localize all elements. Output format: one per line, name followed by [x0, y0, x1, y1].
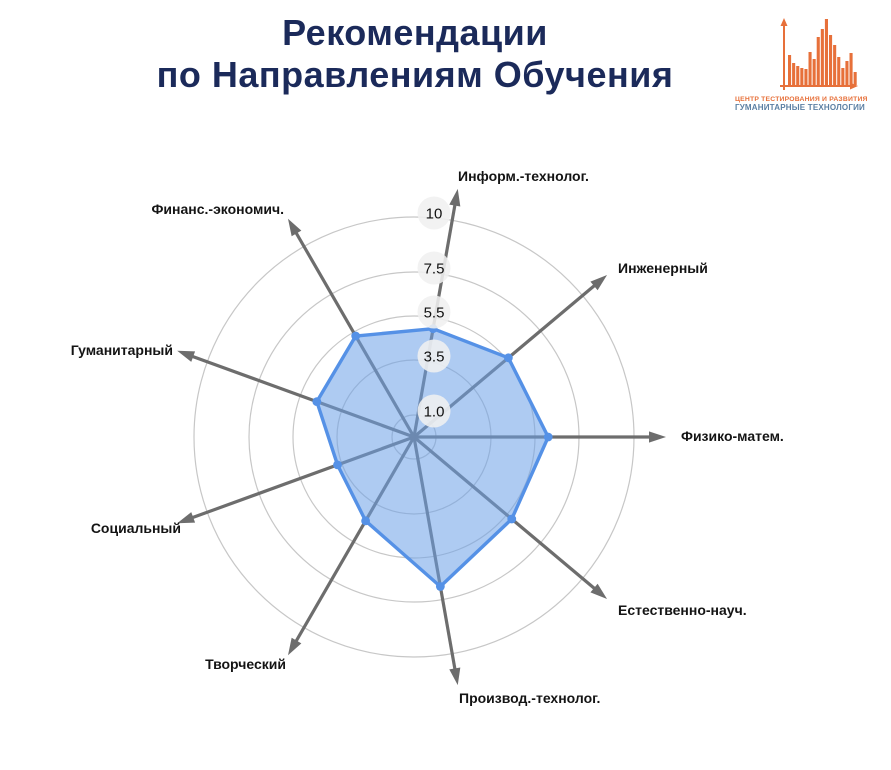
logo-text-line2: ГУМАНИТАРНЫЕ ТЕХНОЛОГИИ: [735, 103, 865, 112]
axis-label: Информ.-технолог.: [458, 168, 589, 184]
axis-label: Физико-матем.: [681, 428, 784, 444]
axis-arrowhead: [288, 637, 302, 656]
axis-label: Финанс.-экономич.: [151, 201, 284, 217]
data-vertex: [543, 432, 553, 442]
axis-label: Производ.-технолог.: [459, 690, 600, 706]
axis-arrowhead: [288, 218, 302, 237]
axis-arrowhead: [177, 512, 196, 524]
data-vertex: [351, 331, 361, 341]
radial-tick-label: 1.0: [424, 403, 445, 420]
radial-tick-badge: [417, 295, 451, 329]
logo-histogram-icon: [780, 18, 858, 90]
radial-tick-label: 5.5: [424, 304, 445, 321]
brand-logo: ЦЕНТР ТЕСТИРОВАНИЯ И РАЗВИТИЯ ГУМАНИТАРН…: [730, 16, 890, 112]
page-title-line1: Рекомендации: [282, 12, 548, 53]
axis-arrowhead: [177, 350, 196, 362]
axis-label: Социальный: [91, 520, 181, 536]
radial-tick-label: 3.5: [424, 348, 445, 365]
axis-arrowhead: [590, 275, 608, 291]
radial-tick-badge: [417, 251, 451, 285]
radial-tick-label: 7.5: [424, 260, 445, 277]
data-vertex: [507, 514, 517, 524]
axis-arrowhead: [649, 431, 666, 443]
radial-tick-badge: [417, 196, 451, 230]
data-polygon: [315, 326, 550, 589]
data-vertex: [333, 460, 342, 470]
axis-label: Инженерный: [618, 260, 708, 276]
axis-arrowhead: [449, 188, 461, 207]
axis-label: Творческий: [205, 656, 286, 672]
data-vertex: [435, 582, 445, 591]
axis-arrowhead: [590, 583, 608, 599]
axis-arrowhead: [449, 667, 461, 686]
data-vertex: [361, 516, 370, 526]
page-title: Рекомендации по Направлениям Обучения: [0, 12, 830, 96]
data-vertex: [312, 397, 322, 407]
axis-label: Естественно-науч.: [618, 602, 747, 618]
data-vertex: [503, 353, 513, 363]
radial-tick-label: 10: [426, 205, 443, 222]
page-title-line2: по Направлениям Обучения: [156, 54, 674, 96]
axis-label: Гуманитарный: [71, 342, 173, 358]
radial-tick-badge: [417, 339, 451, 373]
radial-tick-badge: [417, 394, 451, 428]
logo-text-line1: ЦЕНТР ТЕСТИРОВАНИЯ И РАЗВИТИЯ: [735, 96, 868, 103]
